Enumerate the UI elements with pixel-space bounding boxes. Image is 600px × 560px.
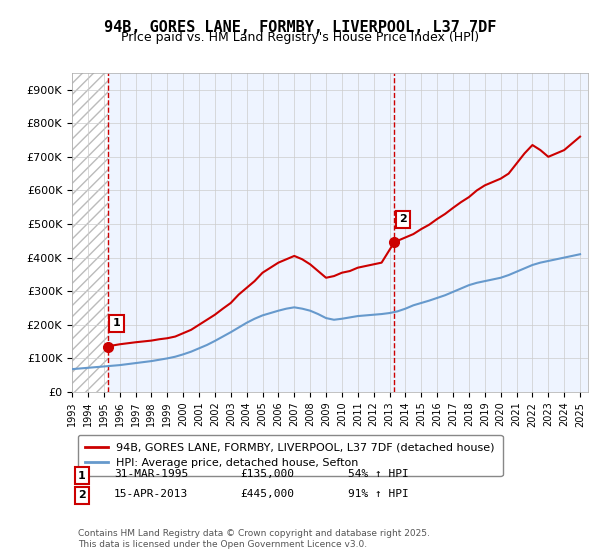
- Text: 2: 2: [78, 491, 86, 501]
- Text: 54% ↑ HPI: 54% ↑ HPI: [348, 469, 409, 479]
- Text: 31-MAR-1995: 31-MAR-1995: [114, 469, 188, 479]
- Text: £135,000: £135,000: [240, 469, 294, 479]
- Text: Contains HM Land Registry data © Crown copyright and database right 2025.
This d: Contains HM Land Registry data © Crown c…: [78, 529, 430, 549]
- Text: Price paid vs. HM Land Registry's House Price Index (HPI): Price paid vs. HM Land Registry's House …: [121, 31, 479, 44]
- Text: 15-APR-2013: 15-APR-2013: [114, 489, 188, 499]
- Bar: [72, 73, 108, 392]
- Text: 1: 1: [78, 471, 86, 481]
- Legend: 94B, GORES LANE, FORMBY, LIVERPOOL, L37 7DF (detached house), HPI: Average price: 94B, GORES LANE, FORMBY, LIVERPOOL, L37 …: [77, 435, 503, 476]
- Text: 91% ↑ HPI: 91% ↑ HPI: [348, 489, 409, 499]
- Text: 2: 2: [399, 214, 407, 225]
- Text: £445,000: £445,000: [240, 489, 294, 499]
- Text: 1: 1: [112, 319, 120, 329]
- Text: 94B, GORES LANE, FORMBY, LIVERPOOL, L37 7DF: 94B, GORES LANE, FORMBY, LIVERPOOL, L37 …: [104, 20, 496, 35]
